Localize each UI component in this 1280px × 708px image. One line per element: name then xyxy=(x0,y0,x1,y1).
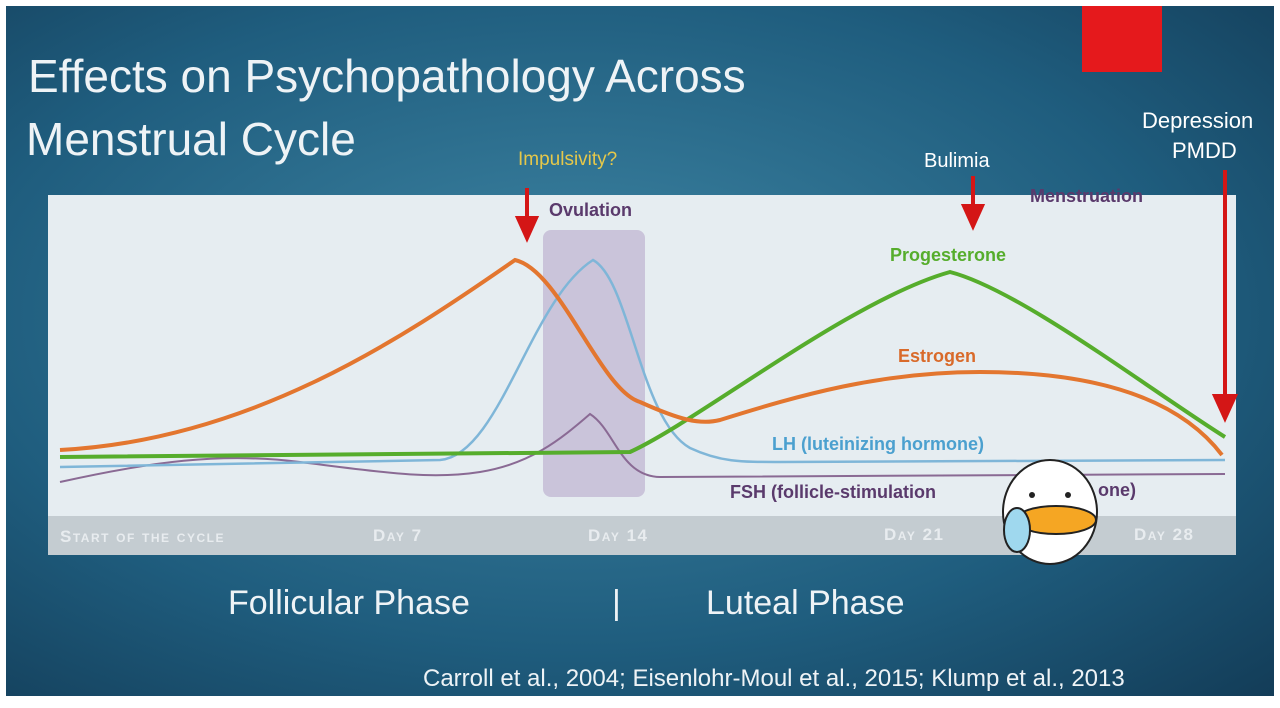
annotation: Impulsivity? xyxy=(518,149,617,170)
arrow-head xyxy=(514,216,540,243)
progesterone-curve xyxy=(59,269,1227,459)
citation: Carroll et al., 2004; Eisenlohr-Moul et … xyxy=(423,665,1125,692)
arrows xyxy=(514,170,1239,423)
phase-divider: | xyxy=(612,584,621,622)
label: Ovulation xyxy=(549,200,632,220)
label: Menstruation xyxy=(1030,186,1143,206)
arrow-head xyxy=(960,204,986,231)
arrow-head xyxy=(1211,394,1239,423)
annotation: Depression xyxy=(1142,108,1253,133)
title-line: Effects on Psychopathology Across xyxy=(28,50,746,102)
phase-label: Follicular Phase xyxy=(228,584,470,622)
sticker-eye xyxy=(1029,492,1035,498)
ovulation-band xyxy=(543,230,645,497)
label: LH (luteinizing hormone) xyxy=(772,434,984,454)
title-line: Menstrual Cycle xyxy=(26,113,356,165)
label: FSH (follicle-stimulation xyxy=(730,482,936,502)
label: Progesterone xyxy=(890,245,1006,265)
annotation: Bulimia xyxy=(924,150,990,172)
red-square xyxy=(1082,6,1162,72)
estrogen-curve xyxy=(59,257,1224,457)
sticker xyxy=(1002,459,1098,565)
fsh-curve xyxy=(59,412,1226,483)
sticker-eye xyxy=(1065,492,1071,498)
timeline-label: Day 28 xyxy=(1134,525,1194,544)
timeline-label: Start of the cycle xyxy=(60,527,225,546)
annotation: PMDD xyxy=(1172,138,1237,163)
label: one) xyxy=(1098,480,1136,500)
label: Estrogen xyxy=(898,346,976,366)
timeline-label: Day 21 xyxy=(884,525,944,544)
sticker-tissue xyxy=(1003,507,1031,553)
phase-label: Luteal Phase xyxy=(706,584,905,622)
timeline-label: Day 7 xyxy=(373,526,423,545)
timeline-label: Day 14 xyxy=(588,526,648,545)
lh-curve xyxy=(59,258,1226,469)
